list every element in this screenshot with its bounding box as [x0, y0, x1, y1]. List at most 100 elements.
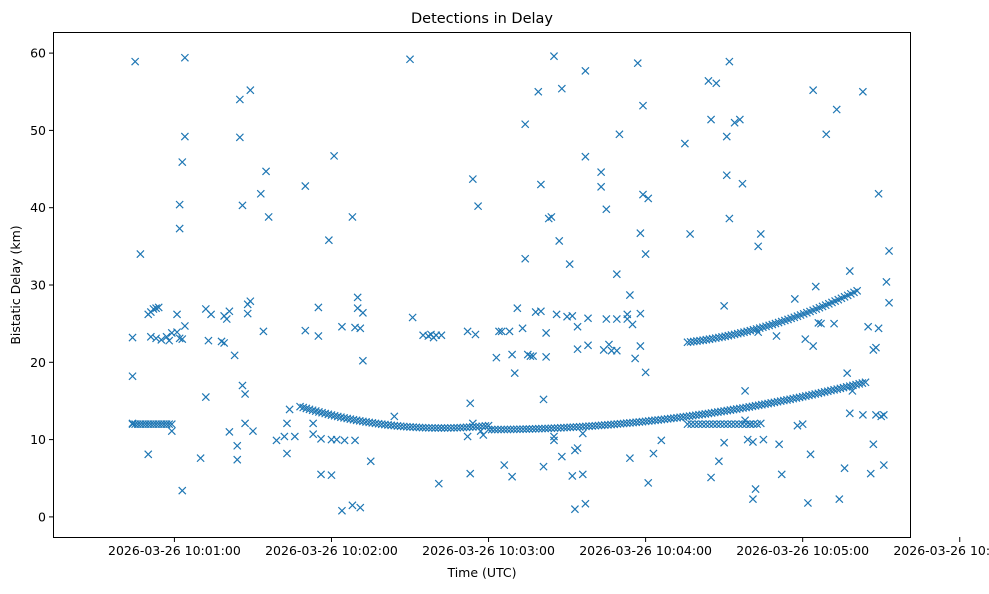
data-point: [636, 229, 645, 238]
data-point: [754, 328, 763, 337]
data-point: [241, 419, 250, 428]
data-point: [358, 356, 367, 365]
data-point-main-track: [751, 401, 760, 410]
data-point: [471, 330, 480, 339]
data-point: [759, 435, 768, 444]
y-tick-label: 40: [30, 200, 46, 215]
data-point-main-track: [808, 390, 817, 399]
data-point: [536, 307, 545, 316]
data-point: [738, 179, 747, 188]
data-point-main-track: [572, 422, 581, 432]
data-point-main-track: [515, 425, 524, 434]
data-point-main-track: [581, 422, 590, 431]
data-point: [743, 435, 752, 444]
data-point-main-track: [616, 419, 625, 428]
data-point: [869, 440, 878, 449]
data-point: [741, 416, 750, 425]
data-point: [581, 152, 590, 161]
data-point: [149, 304, 158, 313]
data-point: [712, 79, 721, 88]
data-point-main-track: [478, 422, 487, 431]
data-point: [201, 393, 210, 402]
data-point-main-track: [318, 408, 327, 417]
data-point: [316, 470, 326, 479]
data-point: [235, 95, 244, 104]
x-tick-label: 2026-03-26 10:05:00: [736, 543, 869, 558]
data-point: [479, 430, 488, 439]
data-point: [539, 462, 548, 471]
data-point: [542, 328, 551, 337]
data-point: [583, 314, 593, 323]
data-point: [633, 59, 642, 68]
data-point-main-track: [823, 387, 832, 396]
data-point-main-track: [544, 424, 553, 433]
data-point: [557, 84, 566, 93]
data-point-lower-flat-track: [727, 420, 736, 429]
data-point: [521, 254, 530, 263]
data-point-main-track: [346, 415, 355, 424]
data-point-main-track: [556, 423, 565, 432]
data-point: [144, 450, 153, 459]
data-point: [204, 336, 213, 345]
data-point-main-track: [563, 423, 572, 432]
data-point: [241, 389, 250, 399]
data-point: [597, 182, 606, 191]
data-point-main-track: [754, 401, 763, 410]
data-point: [555, 236, 564, 245]
data-point-main-track: [362, 417, 371, 426]
data-point: [505, 327, 514, 336]
data-point: [570, 505, 579, 514]
data-point: [874, 324, 883, 333]
data-point-lower-flat-track: [749, 420, 758, 429]
data-point-main-track: [820, 387, 829, 396]
data-point-main-track: [720, 407, 729, 416]
data-point: [638, 190, 648, 199]
data-point: [175, 334, 184, 343]
data-point-main-track: [355, 416, 364, 425]
data-point-upper-track: [743, 327, 752, 336]
data-point-upper-track: [721, 332, 730, 341]
data-point: [154, 303, 163, 312]
data-point-main-track: [396, 422, 405, 431]
data-point: [225, 427, 234, 436]
data-point: [835, 495, 844, 504]
data-point-main-track: [629, 418, 638, 427]
data-point-main-track: [594, 421, 603, 430]
data-point: [340, 436, 349, 445]
data-point-main-track: [531, 424, 540, 433]
data-point: [885, 246, 894, 256]
data-point-main-track: [424, 423, 433, 432]
data-point: [474, 202, 483, 211]
data-point: [309, 430, 318, 439]
data-point-upper-track: [724, 331, 733, 340]
data-point: [280, 432, 289, 441]
data-point-lower-flat-track: [738, 420, 747, 429]
data-point: [332, 435, 341, 444]
data-point: [330, 151, 339, 160]
data-point: [290, 432, 299, 441]
data-point-main-track: [852, 380, 861, 389]
data-point: [358, 308, 367, 317]
data-point-upper-track: [730, 330, 739, 339]
data-point: [178, 486, 187, 495]
data-point: [725, 57, 734, 66]
x-axis: 2026-03-26 10:01:00 2026-03-26 10:02:00 20…: [108, 537, 989, 558]
data-point-main-track: [418, 423, 427, 432]
data-point: [128, 333, 137, 342]
data-point: [207, 310, 216, 319]
data-point-main-track: [836, 384, 845, 393]
data-point-main-track: [726, 406, 735, 415]
data-point-upper-track: [718, 332, 727, 341]
data-point: [845, 409, 854, 418]
data-point: [885, 298, 894, 307]
data-point: [649, 449, 658, 458]
data-point: [843, 369, 852, 378]
data-point-main-track: [585, 422, 594, 431]
data-point-main-track: [757, 400, 766, 409]
data-point-main-track: [497, 425, 506, 434]
data-point: [463, 432, 472, 441]
data-point: [725, 214, 734, 223]
data-point: [641, 250, 650, 259]
data-point: [285, 405, 294, 414]
